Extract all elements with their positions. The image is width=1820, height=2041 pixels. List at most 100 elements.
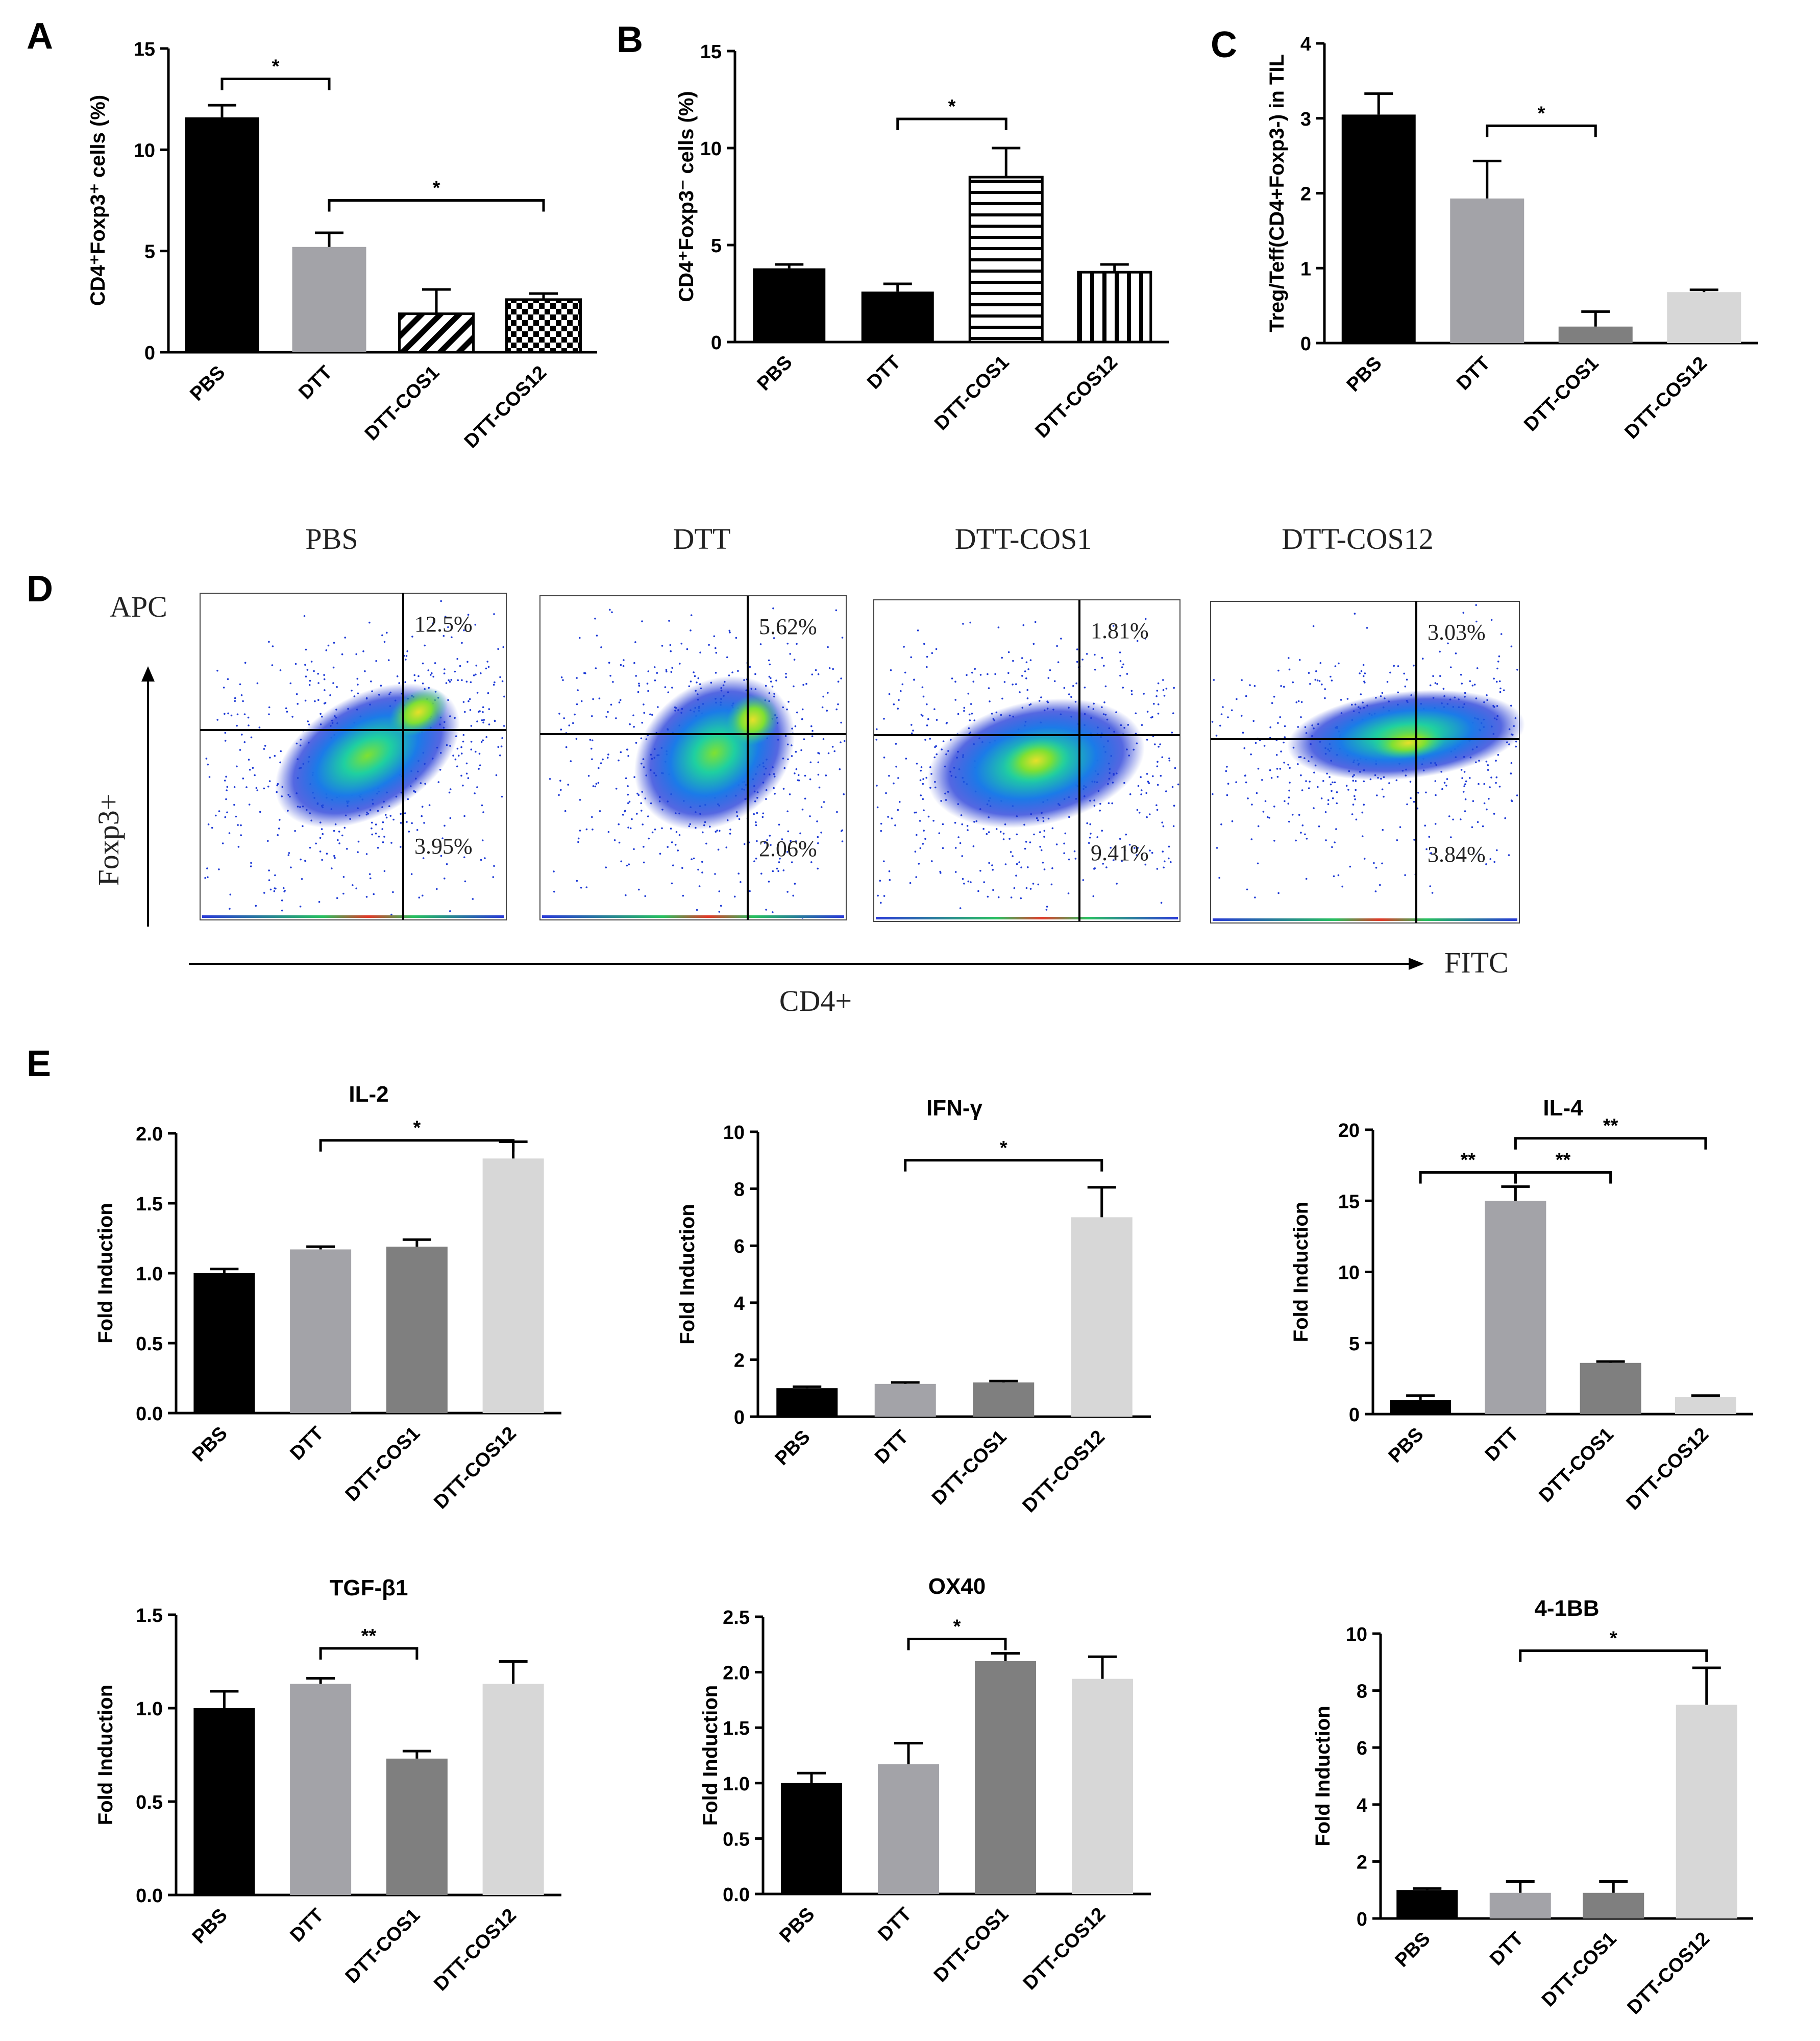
chart-1-x-tick-label-dtt-cos12: DTT-COS12 xyxy=(1031,352,1122,443)
chart-6-x-tick-label-dtt-cos1: DTT-COS1 xyxy=(341,1905,425,1988)
flow-plot-0-upper-right-percent: 12.5% xyxy=(414,612,473,637)
flow-group-title-dtt-cos1: DTT-COS1 xyxy=(955,522,1092,555)
chart-1-significance-bracket-0 xyxy=(896,117,1007,130)
chart-4-x-tick-label-dtt-cos12: DTT-COS12 xyxy=(1019,1426,1110,1517)
chart-3-bar-dtt-cos1 xyxy=(386,1246,448,1413)
chart-2-y-tick-label-1: 1 xyxy=(1300,258,1311,280)
chart-0-x-tick-label-dtt-cos12: DTT-COS12 xyxy=(460,362,551,453)
chart-7-y-tick-label-5: 2.5 xyxy=(723,1607,750,1629)
chart-4-y-tick-label-3: 6 xyxy=(734,1236,745,1257)
chart-1-x-tick-label-dtt-cos1: DTT-COS1 xyxy=(930,352,1014,435)
chart-6-bar-pbs xyxy=(193,1708,255,1895)
chart-8-y-tick-label-3: 6 xyxy=(1357,1738,1367,1759)
chart-6-y-axis-label: Fold Induction xyxy=(94,1685,117,1826)
chart-5-significance-label-0: ** xyxy=(1460,1150,1475,1171)
chart-8-y-tick-label-1: 2 xyxy=(1357,1852,1367,1873)
chart-3-title: IL-2 xyxy=(349,1082,388,1107)
chart-5-significance-label-2: ** xyxy=(1603,1115,1618,1137)
chart-8-y-tick-label-2: 4 xyxy=(1357,1795,1367,1816)
flow-plot-3-upper-right-percent: 3.03% xyxy=(1428,620,1486,645)
chart-5-x-tick-label-pbs: PBS xyxy=(1385,1424,1428,1467)
flow-plot-dtt-cos12: 3.03% 3.84% xyxy=(1210,601,1525,924)
chart-2-significance-label-0: * xyxy=(1538,103,1545,124)
chart-8-bar-pbs xyxy=(1396,1890,1458,1918)
chart-3-bar-dtt-cos12 xyxy=(482,1158,544,1413)
chart-2-significance-bracket-0 xyxy=(1486,124,1597,137)
panel-letter-d: D xyxy=(27,569,53,610)
flow-plot-dtt: 5.62% 2.06% xyxy=(539,595,847,920)
chart-8-x-tick-label-pbs: PBS xyxy=(1391,1928,1435,1972)
flow-x-channel-label: FITC xyxy=(1444,946,1509,979)
chart-7-y-tick-label-3: 1.5 xyxy=(723,1718,750,1739)
chart-7-x-tick-label-dtt-cos12: DTT-COS12 xyxy=(1019,1904,1110,1995)
chart-5-title: IL-4 xyxy=(1543,1096,1583,1121)
chart-5-y-tick-label-3: 15 xyxy=(1338,1191,1360,1212)
chart-6-y-tick-label-0: 0.0 xyxy=(136,1885,163,1907)
chart-2-y-tick-label-0: 0 xyxy=(1300,333,1311,355)
chart-6-title: TGF-β1 xyxy=(330,1575,408,1600)
chart-5-significance-bracket-0 xyxy=(1419,1171,1517,1184)
flow-plot-1-lower-right-percent: 2.06% xyxy=(759,836,817,861)
chart-4-significance-label-0: * xyxy=(1000,1137,1007,1159)
flow-plot-2-density-peak xyxy=(1002,738,1070,784)
chart-5-significance-bracket-2 xyxy=(1514,1137,1707,1150)
flow-x-arrowhead xyxy=(1409,958,1424,970)
chart-7-y-tick-label-0: 0.0 xyxy=(723,1884,750,1906)
chart-8-y-tick-label-4: 8 xyxy=(1357,1681,1367,1703)
chart-4-significance-bracket-0 xyxy=(904,1159,1103,1172)
chart-8-significance-bracket-0 xyxy=(1519,1649,1708,1662)
flow-plot-2-lower-right-percent: 9.41% xyxy=(1091,840,1149,865)
chart-4-bar-dtt xyxy=(874,1383,936,1417)
chart-3-y-tick-label-1: 0.5 xyxy=(136,1333,163,1355)
chart-3-y-tick-label-2: 1.0 xyxy=(136,1264,163,1285)
chart-a-cd4-foxp3-pos: 0 5 10 15 CD4⁺Foxp3⁺ cells (%) PBS DTT DTT-COS1… xyxy=(87,39,597,452)
chart-0-bar-dtt-cos12 xyxy=(505,298,582,354)
flow-y-channel-label: APC xyxy=(110,590,167,623)
chart-1-y-tick-label-2: 10 xyxy=(700,138,722,160)
chart-8-y-tick-label-0: 0 xyxy=(1357,1909,1367,1930)
chart-7-x-tick-label-dtt: DTT xyxy=(874,1904,916,1946)
chart-7-title: OX40 xyxy=(928,1574,986,1599)
chart-0-y-axis-label: CD4⁺Foxp3⁺ cells (%) xyxy=(87,95,109,306)
chart-3-y-tick-label-0: 0.0 xyxy=(136,1403,163,1425)
chart-4-bar-pbs xyxy=(776,1388,838,1417)
chart-4-y-axis-label: Fold Induction xyxy=(676,1204,699,1345)
chart-0-significance-label-1: * xyxy=(433,178,440,199)
chart-c-treg-teff-ratio: 0 1 2 3 4 Treg/Teff(CD4+Foxp3-) in TIL PBS DTT D… xyxy=(1266,34,1758,443)
chart-5-y-tick-label-1: 5 xyxy=(1349,1333,1360,1355)
chart-0-bar-pbs xyxy=(185,117,259,352)
chart-6-significance-label-0: ** xyxy=(361,1625,377,1647)
chart-4-y-tick-label-4: 8 xyxy=(734,1179,745,1201)
chart-2-y-axis-label: Treg/Teff(CD4+Foxp3-) in TIL xyxy=(1266,54,1288,332)
chart-8-x-tick-label-dtt-cos1: DTT-COS1 xyxy=(1538,1928,1621,2011)
chart-2-bar-dtt xyxy=(1450,198,1524,343)
chart-1-y-tick-label-1: 5 xyxy=(711,235,722,257)
chart-8-title: 4-1BB xyxy=(1534,1596,1599,1621)
flow-plot-3-baseline-events xyxy=(1213,918,1517,921)
chart-b-cd4-foxp3-neg: 0 5 10 15 CD4⁺Foxp3⁻ cells (%) PBS DTT DTT-COS1… xyxy=(675,41,1169,442)
chart-7-bar-dtt-cos1 xyxy=(975,1661,1036,1894)
chart-1-y-axis-label: CD4⁺Foxp3⁻ cells (%) xyxy=(675,91,698,302)
chart-1-bar-dtt-cos12 xyxy=(1077,271,1152,344)
chart-e-tgf-beta1: 0.0 0.5 1.0 1.5 Fold Induction TGF-β1 PBS DTT DT… xyxy=(94,1575,561,1995)
flow-plot-pbs: 12.5% 3.95% xyxy=(200,593,507,920)
chart-3-x-tick-label-pbs: PBS xyxy=(188,1423,232,1466)
chart-e-il2: 0.0 0.5 1.0 1.5 2.0 Fold Induction IL-2 PBS DTT D… xyxy=(94,1082,561,1513)
chart-0-bar-dtt-cos1 xyxy=(398,312,475,354)
chart-7-x-tick-label-dtt-cos1: DTT-COS1 xyxy=(930,1904,1013,1987)
chart-6-y-tick-label-2: 1.0 xyxy=(136,1698,163,1720)
chart-5-bar-dtt xyxy=(1485,1201,1546,1414)
chart-8-bar-dtt-cos12 xyxy=(1676,1705,1737,1918)
chart-4-bar-dtt-cos1 xyxy=(973,1382,1035,1417)
flow-y-marker-label: Foxp3+ xyxy=(92,794,125,886)
chart-4-x-tick-label-dtt: DTT xyxy=(871,1426,913,1468)
chart-5-y-tick-label-0: 0 xyxy=(1349,1404,1360,1426)
chart-3-y-tick-label-4: 2.0 xyxy=(136,1124,163,1145)
chart-0-significance-bracket-0 xyxy=(220,78,331,90)
flow-group-title-pbs: PBS xyxy=(305,522,358,555)
chart-3-x-tick-label-dtt: DTT xyxy=(286,1423,328,1465)
chart-0-x-tick-label-pbs: PBS xyxy=(186,362,229,405)
chart-e-il4: 0 5 10 15 20 Fold Induction IL-4 PBS DTT DTT-COS1… xyxy=(1290,1096,1753,1514)
chart-5-y-tick-label-4: 20 xyxy=(1338,1120,1360,1141)
